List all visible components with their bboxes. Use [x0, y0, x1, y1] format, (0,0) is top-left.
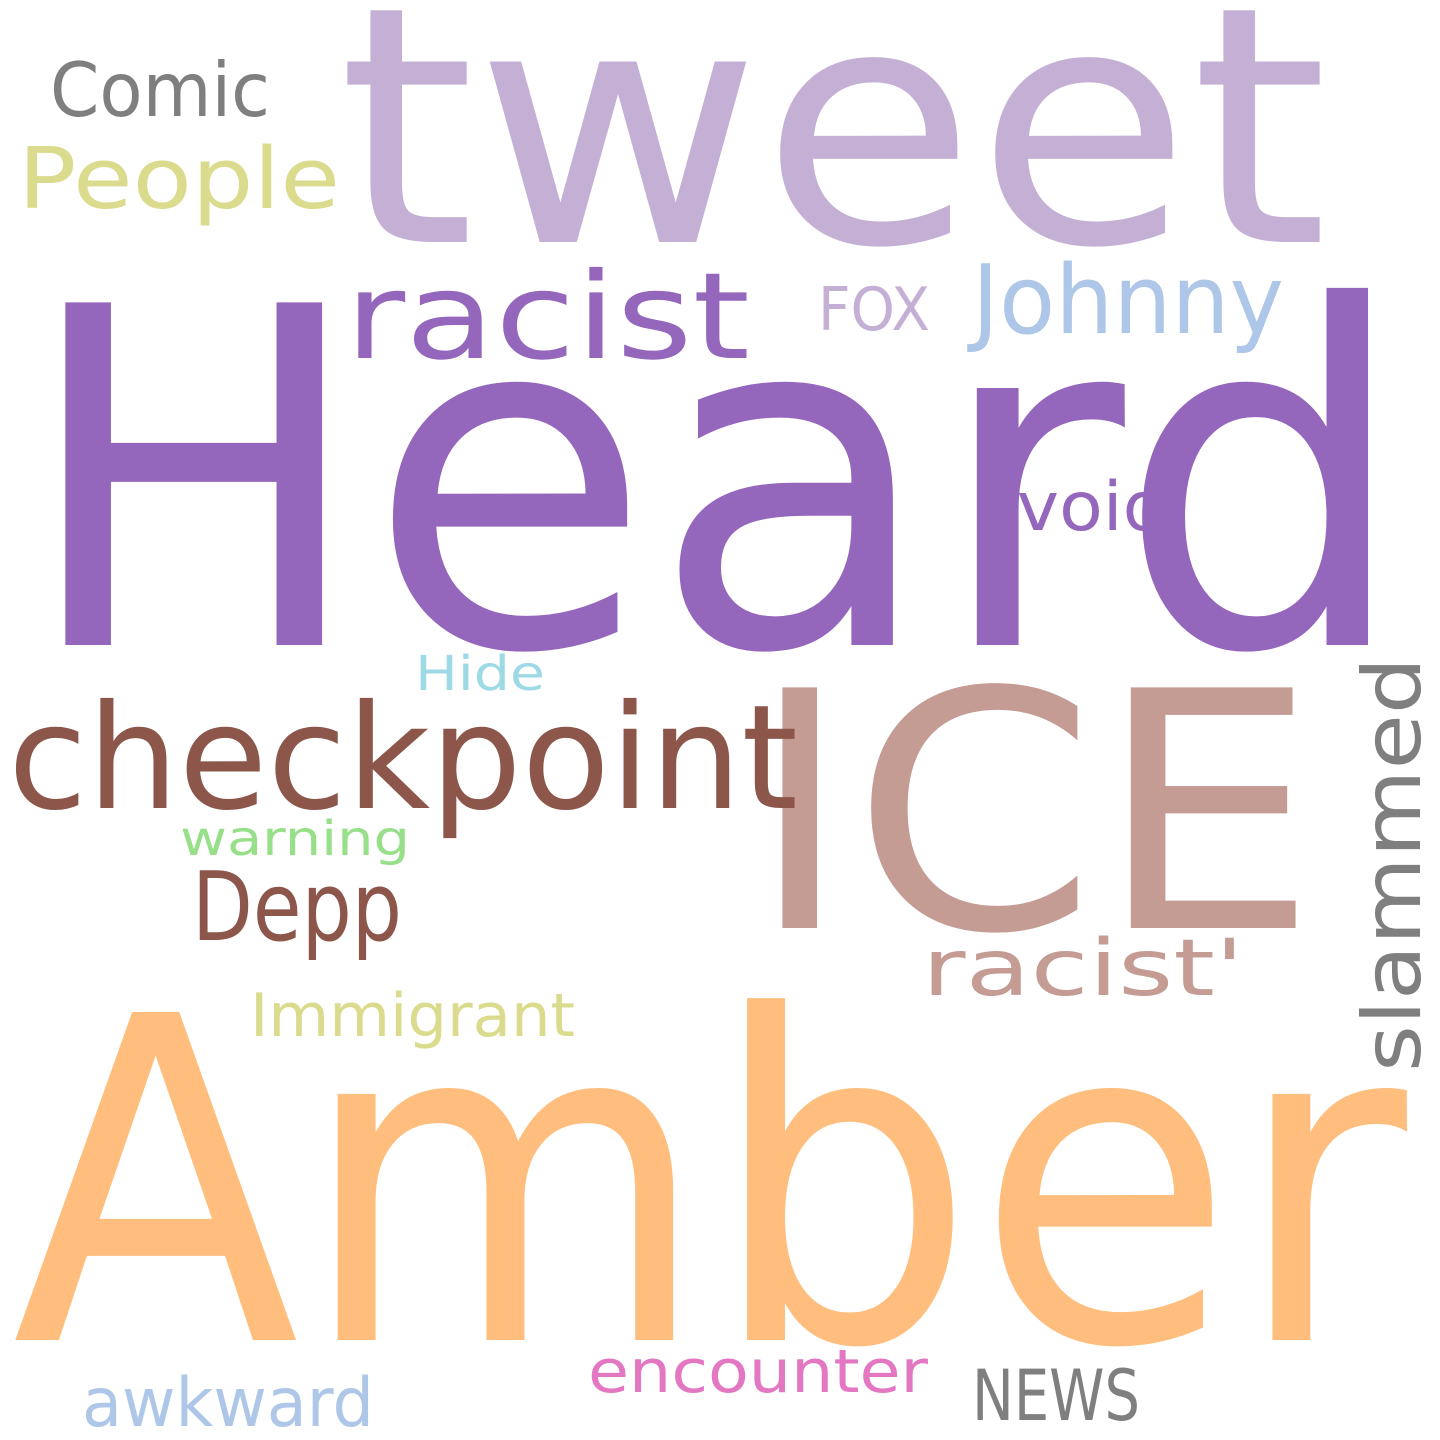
word-awkward: awkward: [82, 1364, 374, 1440]
word-fox: FOX: [818, 275, 930, 345]
word-slammed: slammed: [1346, 657, 1439, 1072]
word-warning: warning: [180, 811, 410, 867]
word-amber: Amber: [12, 923, 1412, 1440]
word-depp: Depp: [192, 853, 402, 963]
word-tweet: tweet: [338, 0, 1328, 320]
word-johnny: Johnny: [967, 246, 1284, 356]
word-people: People: [18, 130, 340, 229]
word-news: NEWS: [972, 1355, 1140, 1437]
word-immigrant: Immigrant: [250, 981, 575, 1051]
word-encounter: encounter: [588, 1337, 928, 1407]
word-racist-quote: racist': [922, 924, 1244, 1014]
word-comic: Comic: [50, 46, 270, 134]
word-ice: ICE: [748, 622, 1318, 1006]
word-checkpoint: checkpoint: [8, 674, 798, 843]
word-heard: Heard: [20, 209, 1410, 756]
word-hide: Hide: [415, 646, 545, 702]
word-racist: racist: [345, 248, 750, 387]
word-avoid: avoid: [973, 468, 1168, 547]
